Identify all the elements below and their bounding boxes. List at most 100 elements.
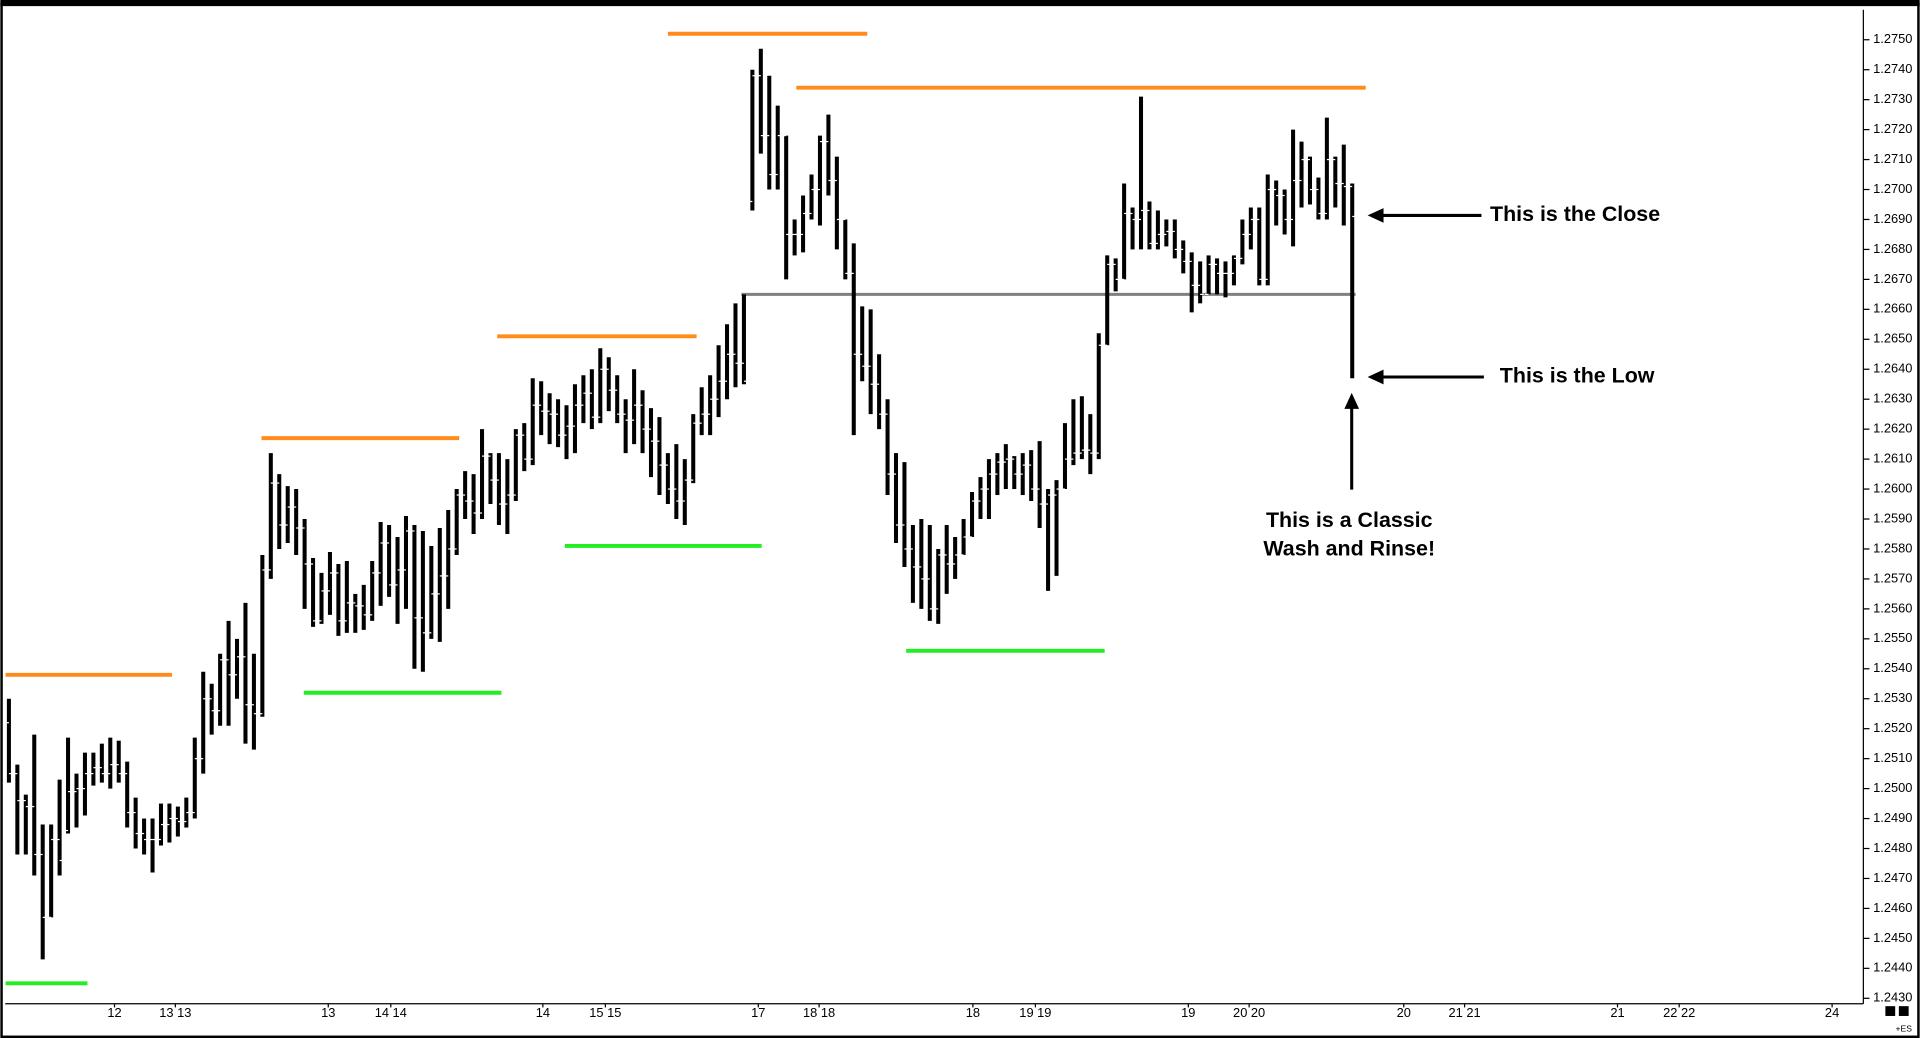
ohlc-bar bbox=[81, 752, 89, 816]
ohlc-bar bbox=[866, 309, 875, 415]
ohlc-bar bbox=[1314, 177, 1323, 220]
y-tick-label: 1.2740 bbox=[1873, 61, 1912, 76]
x-tick-label: 19 19 bbox=[1019, 1005, 1051, 1020]
ohlc-bar bbox=[309, 557, 317, 627]
x-tick-label: 19 bbox=[1181, 1005, 1195, 1020]
ohlc-bar bbox=[512, 429, 520, 502]
ohlc-bar bbox=[267, 453, 275, 579]
ohlc-bar bbox=[275, 474, 283, 549]
annotation-low: This is the Low bbox=[1367, 364, 1655, 388]
y-tick-label: 1.2720 bbox=[1873, 121, 1912, 136]
ohlc-bar bbox=[664, 453, 672, 505]
y-tick-label: 1.2440 bbox=[1873, 960, 1912, 975]
ohlc-bar bbox=[790, 219, 799, 256]
ohlc-bar bbox=[258, 554, 267, 717]
ohlc-bar bbox=[621, 399, 630, 454]
x-tick-label: 18 18 bbox=[803, 1005, 835, 1020]
ohlc-bar bbox=[993, 453, 1002, 496]
ohlc-bar bbox=[698, 387, 706, 436]
ohlc-bar bbox=[55, 779, 64, 876]
ohlc-bar bbox=[453, 489, 461, 555]
y-tick-label: 1.2620 bbox=[1873, 421, 1912, 436]
x-tick-label: 21 21 bbox=[1449, 1005, 1481, 1020]
y-tick-label: 1.2530 bbox=[1873, 690, 1912, 705]
ohlc-bar bbox=[47, 824, 55, 919]
ohlc-bar bbox=[807, 174, 816, 220]
ohlc-bar bbox=[98, 743, 106, 783]
ohlc-bar bbox=[976, 477, 985, 520]
ohlc-bar bbox=[284, 486, 292, 543]
ohlc-bar bbox=[419, 530, 427, 672]
ohlc-bar bbox=[681, 459, 689, 526]
ohlc-bar bbox=[909, 525, 917, 603]
ohlc-bar bbox=[638, 390, 647, 454]
ohlc-bar bbox=[233, 638, 241, 699]
y-tick-label: 1.2610 bbox=[1873, 450, 1912, 465]
ohlc-bar bbox=[689, 414, 697, 484]
y-tick-label: 1.2640 bbox=[1873, 361, 1912, 376]
ohlc-bar bbox=[1137, 96, 1145, 250]
ohlc-bar bbox=[495, 453, 503, 526]
x-tick-label: 14 14 bbox=[375, 1005, 407, 1020]
y-tick-label: 1.2480 bbox=[1873, 840, 1912, 855]
x-tick-label: 13 13 bbox=[159, 1005, 191, 1020]
ohlc-bar bbox=[985, 459, 993, 520]
ohlc-bar bbox=[1323, 117, 1331, 220]
ohlc-bar bbox=[13, 764, 22, 855]
ohlc-bar bbox=[588, 369, 596, 430]
y-tick-label: 1.2580 bbox=[1873, 540, 1912, 555]
y-tick-label: 1.2750 bbox=[1873, 31, 1912, 46]
ohlc-bar bbox=[326, 551, 334, 615]
annotation-text: This is the Close bbox=[1490, 202, 1660, 226]
ohlc-bar bbox=[1095, 333, 1103, 460]
ohlc-bar bbox=[883, 399, 892, 496]
ohlc-bar bbox=[317, 572, 326, 624]
ohlc-bar bbox=[520, 423, 528, 472]
y-tick-label: 1.2680 bbox=[1873, 241, 1912, 256]
ohlc-bar bbox=[951, 536, 959, 579]
ohlc-bar bbox=[748, 69, 757, 211]
ohlc-bar bbox=[1238, 219, 1247, 265]
x-tick-label: 24 bbox=[1825, 1005, 1839, 1020]
y-tick-label: 1.2630 bbox=[1873, 391, 1912, 406]
ohlc-bar bbox=[241, 602, 250, 744]
arrow-head bbox=[1367, 208, 1384, 223]
y-tick-label: 1.2550 bbox=[1873, 630, 1912, 645]
ohlc-bar bbox=[1086, 414, 1094, 475]
ohlc-bar bbox=[436, 528, 444, 642]
y-tick-label: 1.2730 bbox=[1873, 91, 1912, 106]
ohlc-bar bbox=[537, 381, 545, 436]
ohlc-bar bbox=[410, 525, 419, 669]
ohlc-bar bbox=[799, 195, 807, 253]
y-tick-label: 1.2690 bbox=[1873, 211, 1912, 226]
top-border bbox=[0, 0, 1920, 7]
annotation-close: This is the Close bbox=[1367, 202, 1660, 226]
y-tick-label: 1.2570 bbox=[1873, 570, 1912, 585]
y-tick-label: 1.2660 bbox=[1873, 301, 1912, 316]
ohlc-bar bbox=[968, 492, 976, 538]
x-tick-label: 20 bbox=[1397, 1005, 1411, 1020]
x-tick-label: 20 20 bbox=[1233, 1005, 1265, 1020]
ohlc-bar bbox=[131, 797, 140, 849]
ohlc-bar bbox=[216, 653, 224, 726]
ohlc-bar bbox=[554, 399, 562, 448]
ohlc-bar bbox=[1044, 489, 1052, 591]
ohlc-bar bbox=[140, 818, 148, 855]
ohlc-bar bbox=[22, 794, 30, 855]
ohlc-bar bbox=[1221, 261, 1230, 298]
x-tick-label: 21 bbox=[1610, 1005, 1624, 1020]
ohlc-bar bbox=[875, 354, 883, 430]
ohlc-bar bbox=[1280, 189, 1289, 235]
icon bbox=[1898, 1006, 1909, 1016]
ohlc-bar bbox=[731, 303, 740, 388]
ohlc-bar bbox=[1340, 144, 1348, 226]
ohlc-bar bbox=[579, 375, 588, 424]
ohlc-bar bbox=[655, 417, 664, 496]
ohlc-bar bbox=[892, 453, 900, 543]
ohlc-bar bbox=[605, 357, 613, 412]
ohlc-bar bbox=[89, 752, 98, 786]
x-tick-label: 18 bbox=[966, 1005, 980, 1020]
ohlc-bar bbox=[368, 560, 376, 621]
ohlc-bar bbox=[571, 384, 579, 454]
